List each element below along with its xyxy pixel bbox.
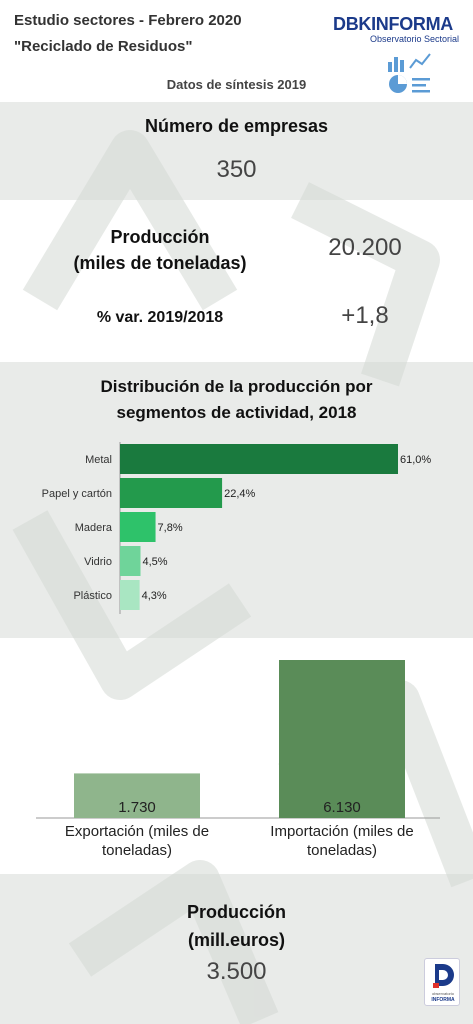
value-label-vidrio: 4,5% [143, 556, 168, 568]
produccion-euros-value: 3.500 [206, 958, 267, 985]
bar-metal [120, 444, 398, 474]
value-label-exportacion: 1.730 [118, 799, 156, 816]
bar-exportacion [74, 773, 200, 818]
distribution-chart-title: Distribución de la producción por segmen… [0, 374, 473, 426]
sector-title: "Reciclado de Residuos" [14, 38, 193, 55]
category-label-importacion-line2: toneladas) [307, 842, 377, 859]
empresas-value: 350 [216, 156, 257, 183]
produccion-label: Producción (miles de toneladas) [40, 224, 280, 276]
logo-main-text: DBK [333, 14, 372, 34]
value-label-pl-stico: 4,3% [142, 590, 167, 602]
category-label-madera: Madera [75, 522, 113, 534]
data-subtitle: Datos de síntesis 2019 [166, 77, 307, 92]
bar-madera [120, 512, 156, 542]
informa-d-icon [433, 964, 454, 988]
produccion-euros-line1: Producción [186, 902, 286, 922]
bar-pl-stico [120, 580, 140, 610]
produccion-value: 20.200 [328, 234, 402, 261]
value-label-papel-y-cart-n: 22,4% [224, 488, 255, 500]
footer-informa-logo: observatorio INFORMA [424, 958, 460, 1006]
distribution-chart-title-line2: segmentos de actividad, 2018 [116, 403, 357, 422]
trade-bar-chart: 1.730 Exportación (miles de toneladas) 6.13… [36, 660, 440, 859]
logo-subtitle: Observatorio Sectorial [370, 34, 460, 44]
var-label: % var. 2019/2018 [96, 309, 224, 326]
study-title: Estudio sectores - Febrero 2020 [14, 12, 242, 29]
var-value: +1,8 [341, 302, 389, 329]
produccion-label-line2: (miles de toneladas) [73, 253, 247, 273]
dbk-informa-logo: DBKINFORMA [333, 14, 453, 35]
produccion-label-line1: Producción [110, 227, 210, 247]
distribution-bar-chart: Metal 61,0% Papel y cartón 22,4% Madera 7,8% V… [42, 442, 431, 614]
bar-vidrio [120, 546, 141, 576]
footer-logo-bottom-text: INFORMA [431, 997, 455, 1003]
category-label-importacion-line1: Importación (miles de [270, 823, 413, 840]
category-label-exportacion-line1: Exportación (miles de [65, 823, 209, 840]
produccion-euros-line2: (mill.euros) [187, 930, 285, 950]
distribution-chart-title-line1: Distribución de la producción por [100, 377, 373, 396]
bar-papel-y-cart-n [120, 478, 223, 508]
logo-accent-text: INFORMA [371, 14, 453, 34]
category-label-papel-y-cart-n: Papel y cartón [42, 488, 112, 500]
category-label-exportacion-line2: toneladas) [102, 842, 172, 859]
produccion-euros-label: Producción (mill.euros) [0, 898, 473, 954]
chart-analytics-icon [388, 53, 431, 93]
bar-importacion [279, 660, 405, 818]
category-label-pl-stico: Plástico [73, 590, 112, 602]
footer-logo-top-text: observatorio [431, 991, 454, 996]
category-label-metal: Metal [85, 454, 112, 466]
value-label-madera: 7,8% [158, 522, 183, 534]
value-label-metal: 61,0% [400, 454, 431, 466]
value-label-importacion: 6.130 [323, 799, 361, 816]
header: Estudio sectores - Febrero 2020 "Recicla… [0, 0, 473, 102]
empresas-label: Número de empresas [144, 116, 329, 136]
category-label-vidrio: Vidrio [84, 556, 112, 568]
